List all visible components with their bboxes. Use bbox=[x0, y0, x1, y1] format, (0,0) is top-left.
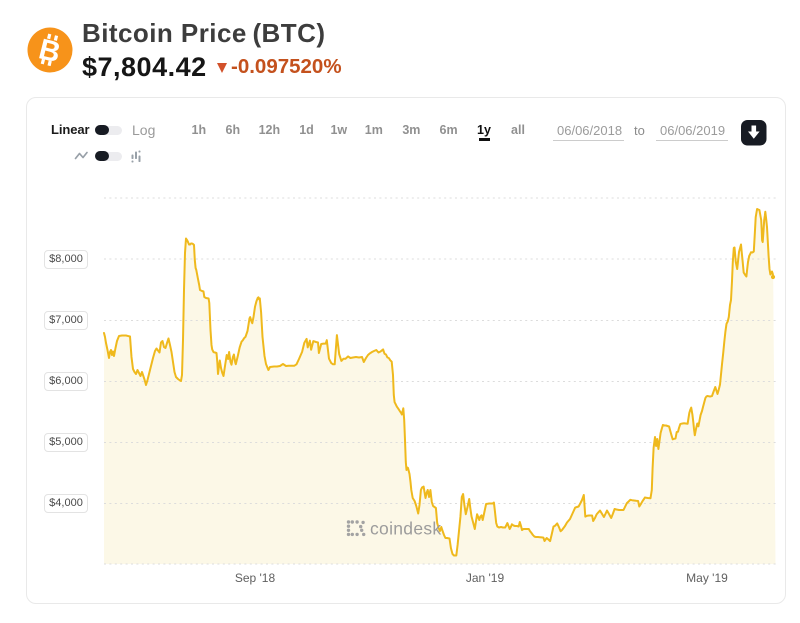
svg-text:coindesk: coindesk bbox=[370, 519, 441, 539]
